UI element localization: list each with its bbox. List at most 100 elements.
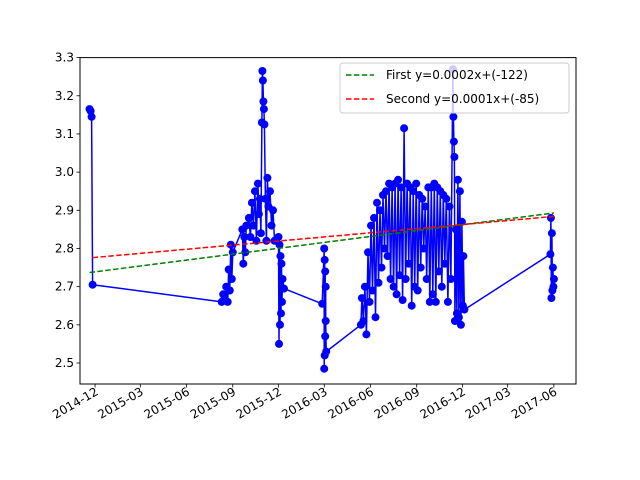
- y-tick-label: 2.7: [55, 280, 74, 294]
- data-point: [546, 250, 555, 259]
- data-point: [256, 229, 265, 238]
- data-point: [394, 175, 403, 184]
- data-point: [262, 236, 271, 245]
- data-point: [434, 267, 443, 276]
- data-point: [247, 198, 256, 207]
- data-point: [377, 263, 386, 272]
- y-tick-label: 3.2: [55, 89, 74, 103]
- data-point: [321, 332, 330, 341]
- data-point: [389, 282, 398, 291]
- data-point: [249, 221, 258, 230]
- data-point: [446, 275, 455, 283]
- trend-lines: [89, 212, 554, 274]
- data-point: [367, 221, 375, 230]
- data-point: [263, 173, 272, 182]
- data-point: [412, 179, 421, 188]
- data-point: [450, 152, 459, 161]
- data-point: [320, 244, 329, 253]
- data-point: [456, 320, 465, 329]
- data-point: [239, 259, 248, 268]
- data-point: [422, 275, 431, 283]
- data-point: [407, 301, 416, 310]
- data-point: [228, 248, 237, 257]
- data-point: [321, 267, 330, 276]
- data-point: [368, 286, 377, 295]
- plot-markers: [85, 65, 558, 373]
- data-point: [413, 286, 422, 295]
- y-tick-label: 3.3: [55, 51, 74, 65]
- data-point: [404, 259, 413, 268]
- data-point: [321, 317, 330, 325]
- data-point: [440, 259, 449, 268]
- data-point: [276, 252, 285, 261]
- data-point: [386, 275, 395, 283]
- data-point: [223, 297, 232, 306]
- data-point: [320, 364, 329, 373]
- data-point: [266, 187, 274, 196]
- data-point: [549, 275, 558, 283]
- data-point: [380, 244, 389, 253]
- data-point: [365, 297, 374, 306]
- y-tick-label: 2.9: [55, 203, 74, 217]
- data-point: [362, 330, 371, 339]
- data-point: [409, 187, 418, 196]
- data-point: [225, 286, 234, 295]
- y-tick-label: 3.1: [55, 127, 74, 141]
- data-point: [400, 124, 409, 133]
- y-tick-label: 3.0: [55, 165, 74, 179]
- data-point: [242, 221, 251, 230]
- data-point: [371, 313, 380, 322]
- legend-label-second: Second y=0.0001x+(-85): [386, 92, 539, 106]
- data-point: [547, 294, 556, 303]
- data-point: [549, 282, 558, 291]
- data-point: [275, 240, 284, 249]
- legend-box: [339, 62, 570, 114]
- data-point: [445, 202, 454, 211]
- y-tick-label: 2.8: [55, 241, 74, 255]
- data-point: [376, 206, 384, 215]
- data-point: [437, 282, 446, 291]
- data-point: [370, 213, 378, 222]
- data-point: [88, 280, 97, 289]
- data-point: [241, 248, 250, 257]
- data-point: [224, 265, 233, 274]
- data-point: [359, 317, 368, 325]
- data-point: [374, 278, 383, 287]
- data-point: [275, 339, 283, 348]
- data-point: [360, 282, 369, 291]
- data-point: [258, 76, 267, 85]
- data-point: [269, 206, 277, 215]
- trend-line-second: [92, 215, 554, 259]
- data-point: [382, 187, 390, 196]
- data-point: [442, 194, 451, 203]
- trend-line-first: [89, 212, 554, 274]
- data-point: [459, 252, 468, 261]
- data-point: [454, 313, 463, 322]
- data-point: [244, 213, 253, 222]
- data-point: [431, 297, 440, 306]
- data-point: [278, 297, 286, 306]
- data-point: [364, 248, 372, 257]
- data-point: [258, 67, 267, 75]
- data-point: [318, 299, 327, 308]
- data-point: [255, 194, 264, 203]
- data-point: [267, 221, 276, 230]
- data-point: [278, 275, 287, 283]
- data-point: [87, 112, 96, 121]
- data-point: [401, 275, 410, 283]
- legend: First y=0.0002x+(-122) Second y=0.0001x+…: [339, 62, 570, 114]
- data-point: [455, 187, 464, 196]
- y-tick-label: 2.5: [55, 356, 74, 370]
- data-point: [260, 120, 269, 129]
- data-point: [261, 194, 270, 203]
- data-point: [449, 137, 458, 146]
- data-point: [259, 105, 268, 114]
- data-point: [395, 271, 404, 280]
- data-point: [383, 252, 392, 261]
- data-point: [416, 263, 425, 272]
- data-point: [274, 233, 283, 241]
- data-point: [425, 297, 434, 306]
- data-point: [373, 198, 381, 207]
- data-point: [418, 194, 427, 203]
